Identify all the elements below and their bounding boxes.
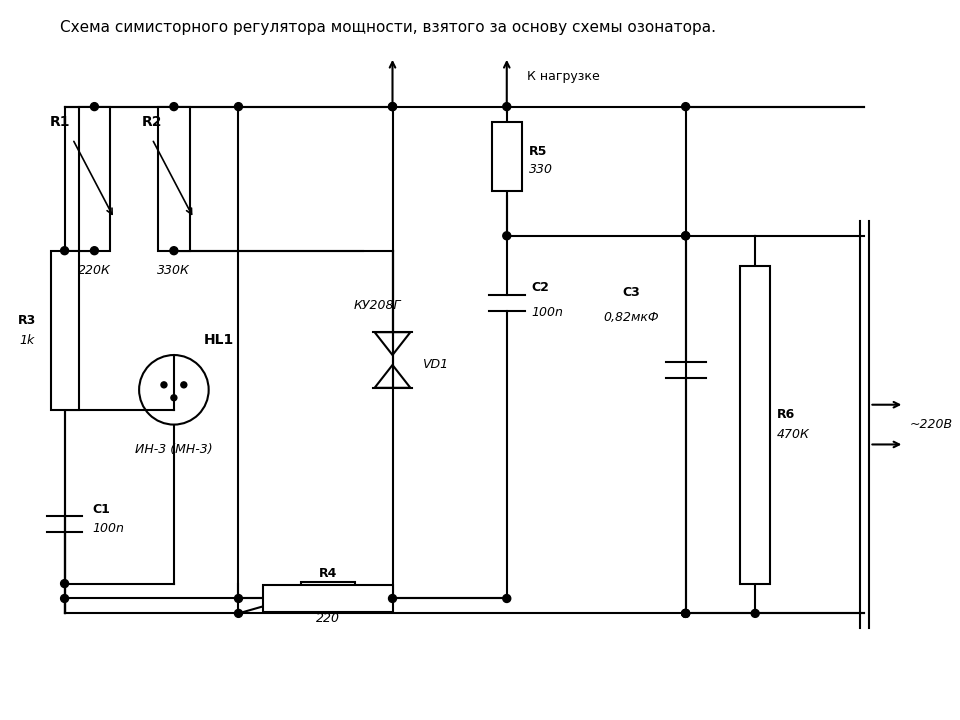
Text: КУ208Г: КУ208Г <box>354 299 401 312</box>
Circle shape <box>389 103 396 111</box>
Text: R6: R6 <box>777 408 795 421</box>
Circle shape <box>503 595 511 603</box>
Bar <box>740 266 770 584</box>
Text: C1: C1 <box>92 503 110 516</box>
Circle shape <box>234 609 243 617</box>
Bar <box>79 107 110 251</box>
Circle shape <box>170 247 178 255</box>
Text: 0,82мкФ: 0,82мкФ <box>603 311 659 324</box>
Text: 100n: 100n <box>532 306 564 319</box>
Text: C3: C3 <box>622 287 640 300</box>
Circle shape <box>90 247 98 255</box>
Text: R2: R2 <box>142 114 162 128</box>
Text: R4: R4 <box>319 567 337 580</box>
Circle shape <box>752 609 759 617</box>
Circle shape <box>389 595 396 603</box>
Circle shape <box>503 232 511 240</box>
Text: 1k: 1k <box>19 333 35 346</box>
Text: 330: 330 <box>529 163 553 176</box>
Bar <box>300 582 355 609</box>
Text: C2: C2 <box>532 282 549 294</box>
Circle shape <box>60 595 68 603</box>
Circle shape <box>389 103 396 111</box>
Text: ~220В: ~220В <box>909 418 952 431</box>
Circle shape <box>171 395 177 401</box>
Bar <box>51 251 79 410</box>
Text: 220К: 220К <box>78 264 110 277</box>
Text: R3: R3 <box>17 314 36 327</box>
Circle shape <box>234 595 243 603</box>
Text: ИН-3 (МН-3): ИН-3 (МН-3) <box>135 443 213 456</box>
Text: VD1: VD1 <box>422 359 448 372</box>
Circle shape <box>60 247 68 255</box>
Text: R5: R5 <box>529 145 547 158</box>
Text: R1: R1 <box>49 114 70 128</box>
Circle shape <box>682 609 689 617</box>
Circle shape <box>180 382 187 388</box>
Circle shape <box>682 232 689 240</box>
Text: 330К: 330К <box>157 264 190 277</box>
Circle shape <box>682 103 689 111</box>
Text: Схема симисторного регулятора мощности, взятого за основу схемы озонатора.: Схема симисторного регулятора мощности, … <box>60 19 715 35</box>
Text: К нагрузке: К нагрузке <box>527 71 599 84</box>
Circle shape <box>90 103 98 111</box>
Text: 470К: 470К <box>777 428 810 441</box>
Circle shape <box>234 103 243 111</box>
Circle shape <box>60 580 68 588</box>
Circle shape <box>682 232 689 240</box>
Circle shape <box>682 609 689 617</box>
Text: 100n: 100n <box>92 523 124 536</box>
Circle shape <box>682 609 689 617</box>
Text: 220: 220 <box>316 612 340 625</box>
Circle shape <box>170 103 178 111</box>
Circle shape <box>503 103 511 111</box>
Bar <box>263 585 393 613</box>
Text: HL1: HL1 <box>204 333 233 347</box>
Bar <box>158 107 190 251</box>
Bar <box>492 122 521 191</box>
Circle shape <box>161 382 167 388</box>
